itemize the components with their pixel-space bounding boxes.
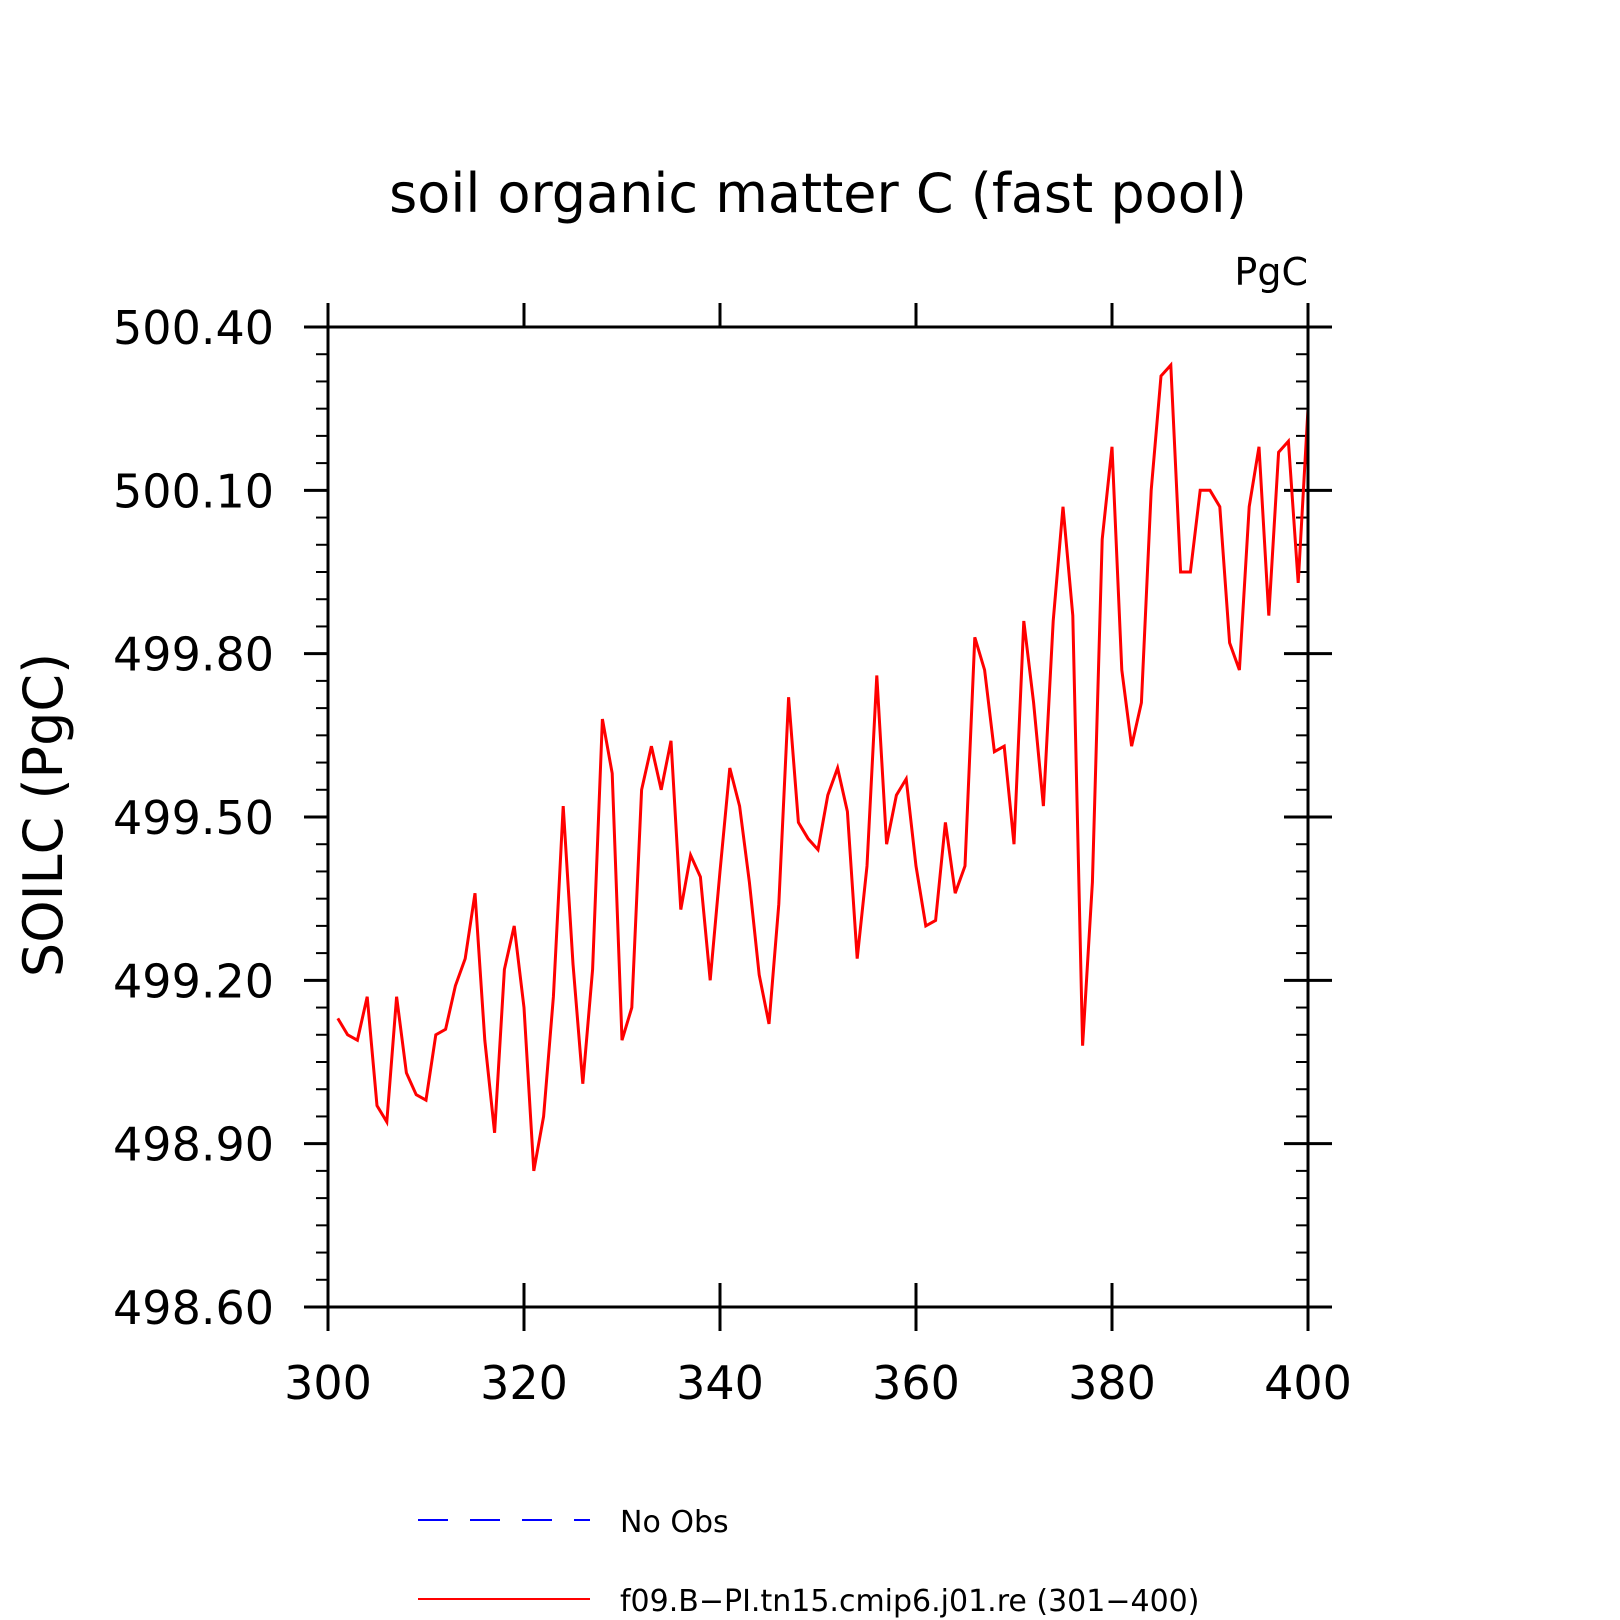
y-axis-label: SOILC (PgC) [12, 653, 75, 977]
chart-title: soil organic matter C (fast pool) [389, 162, 1247, 225]
x-tick-label: 300 [284, 1356, 372, 1410]
x-tick-label: 400 [1264, 1356, 1352, 1410]
y-tick-label: 499.50 [113, 791, 274, 845]
axis-ticks [304, 303, 1332, 1331]
series-line-0 [336, 361, 1310, 1172]
x-tick-label: 380 [1068, 1356, 1156, 1410]
y-tick-label: 500.40 [113, 301, 274, 355]
plot-frame [326, 325, 1310, 1309]
legend-label-model-run: f09.B−PI.tn15.cmip6.j01.re (301−400) [620, 1584, 1199, 1619]
series-layer [336, 361, 1310, 1172]
y-tick-label: 499.20 [113, 954, 274, 1008]
x-tick-label: 320 [480, 1356, 568, 1410]
x-tick-label: 360 [872, 1356, 960, 1410]
legend: No Obs f09.B−PI.tn15.cmip6.j01.re (301−4… [418, 1505, 1199, 1619]
legend-label-no-obs: No Obs [620, 1505, 729, 1540]
y-tick-label: 498.60 [113, 1281, 274, 1335]
y-tick-label: 500.10 [113, 464, 274, 518]
units-label: PgC [1234, 250, 1308, 294]
y-tick-label: 499.80 [113, 628, 274, 682]
axis-tick-labels: 300 320 340 360 380 400 498.60 498.90 499.20 499.… [113, 301, 1352, 1410]
y-tick-label: 498.90 [113, 1118, 274, 1172]
x-tick-label: 340 [676, 1356, 764, 1410]
